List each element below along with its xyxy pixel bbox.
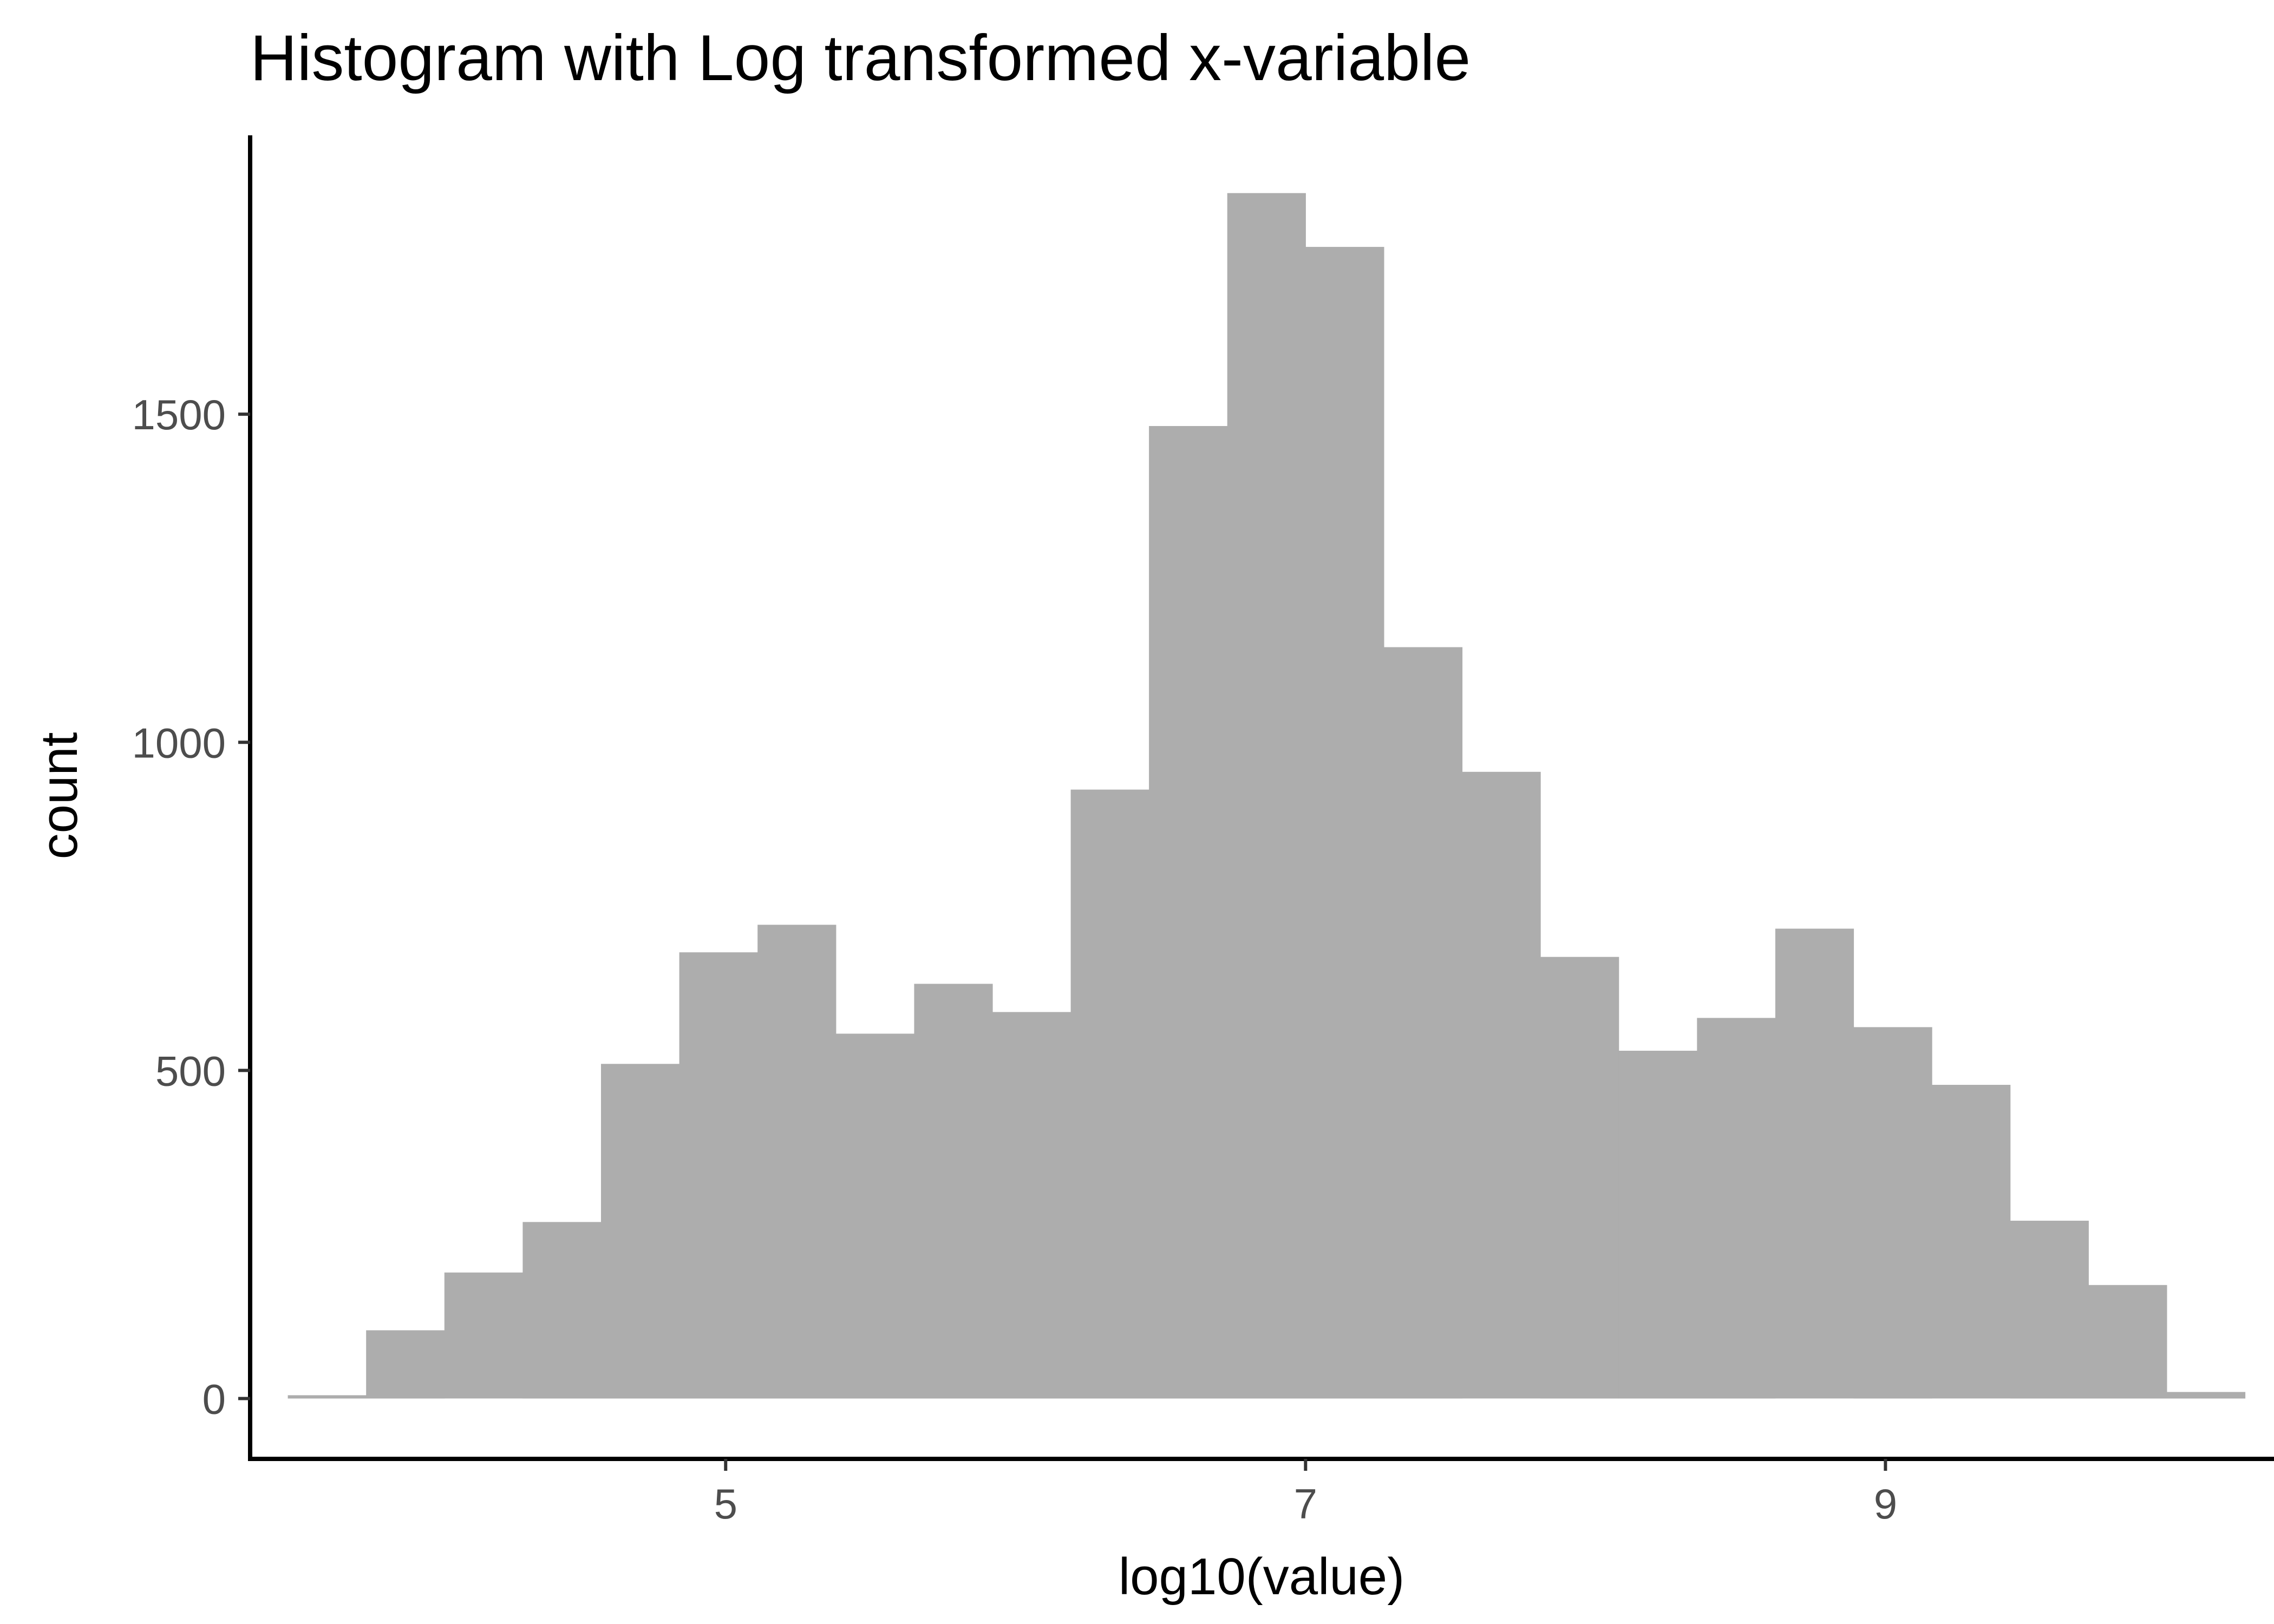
y-axis-ticks: 0 500 1000 1500 xyxy=(132,391,250,1423)
histogram-bar xyxy=(1618,1051,1697,1399)
x-tick-label: 9 xyxy=(1874,1480,1897,1528)
histogram-bar xyxy=(679,952,758,1399)
histogram-bar xyxy=(1775,928,1854,1399)
chart-title: Histogram with Log transformed x-variabl… xyxy=(250,22,1471,94)
histogram-bar xyxy=(1227,193,1306,1399)
histogram-bar xyxy=(1540,957,1619,1399)
x-axis-ticks: 5 7 9 xyxy=(714,1459,1897,1528)
histogram-bar xyxy=(2088,1285,2167,1399)
histogram-bar xyxy=(287,1395,367,1399)
y-axis-title: count xyxy=(30,732,88,860)
histogram-bar xyxy=(1853,1027,1932,1399)
histogram-bar xyxy=(522,1222,602,1399)
histogram-bar xyxy=(1932,1085,2011,1399)
histogram-bar xyxy=(1305,247,1384,1399)
histogram-bar xyxy=(757,925,837,1399)
x-axis-title: log10(value) xyxy=(1119,1548,1404,1606)
y-tick-label: 1500 xyxy=(132,391,226,438)
histogram-bar xyxy=(914,984,993,1399)
x-tick-label: 7 xyxy=(1294,1480,1317,1528)
histogram-bar xyxy=(1383,647,1463,1399)
histogram-bar xyxy=(1149,426,1228,1399)
histogram-bar xyxy=(2166,1392,2246,1399)
histogram-bar xyxy=(2010,1221,2089,1399)
histogram-bar xyxy=(1697,1018,1776,1399)
histogram-bar xyxy=(992,1012,1071,1399)
histogram-bar xyxy=(444,1272,523,1399)
histogram-bar xyxy=(1070,789,1149,1399)
histogram-bars xyxy=(287,193,2246,1399)
histogram-bar xyxy=(601,1064,680,1399)
y-tick-label: 1000 xyxy=(132,719,226,767)
histogram-bar xyxy=(366,1330,445,1399)
x-tick-label: 5 xyxy=(714,1480,737,1528)
histogram-bar xyxy=(1462,771,1541,1399)
histogram-bar xyxy=(835,1033,914,1399)
y-tick-label: 0 xyxy=(202,1375,226,1423)
y-tick-label: 500 xyxy=(155,1047,226,1095)
